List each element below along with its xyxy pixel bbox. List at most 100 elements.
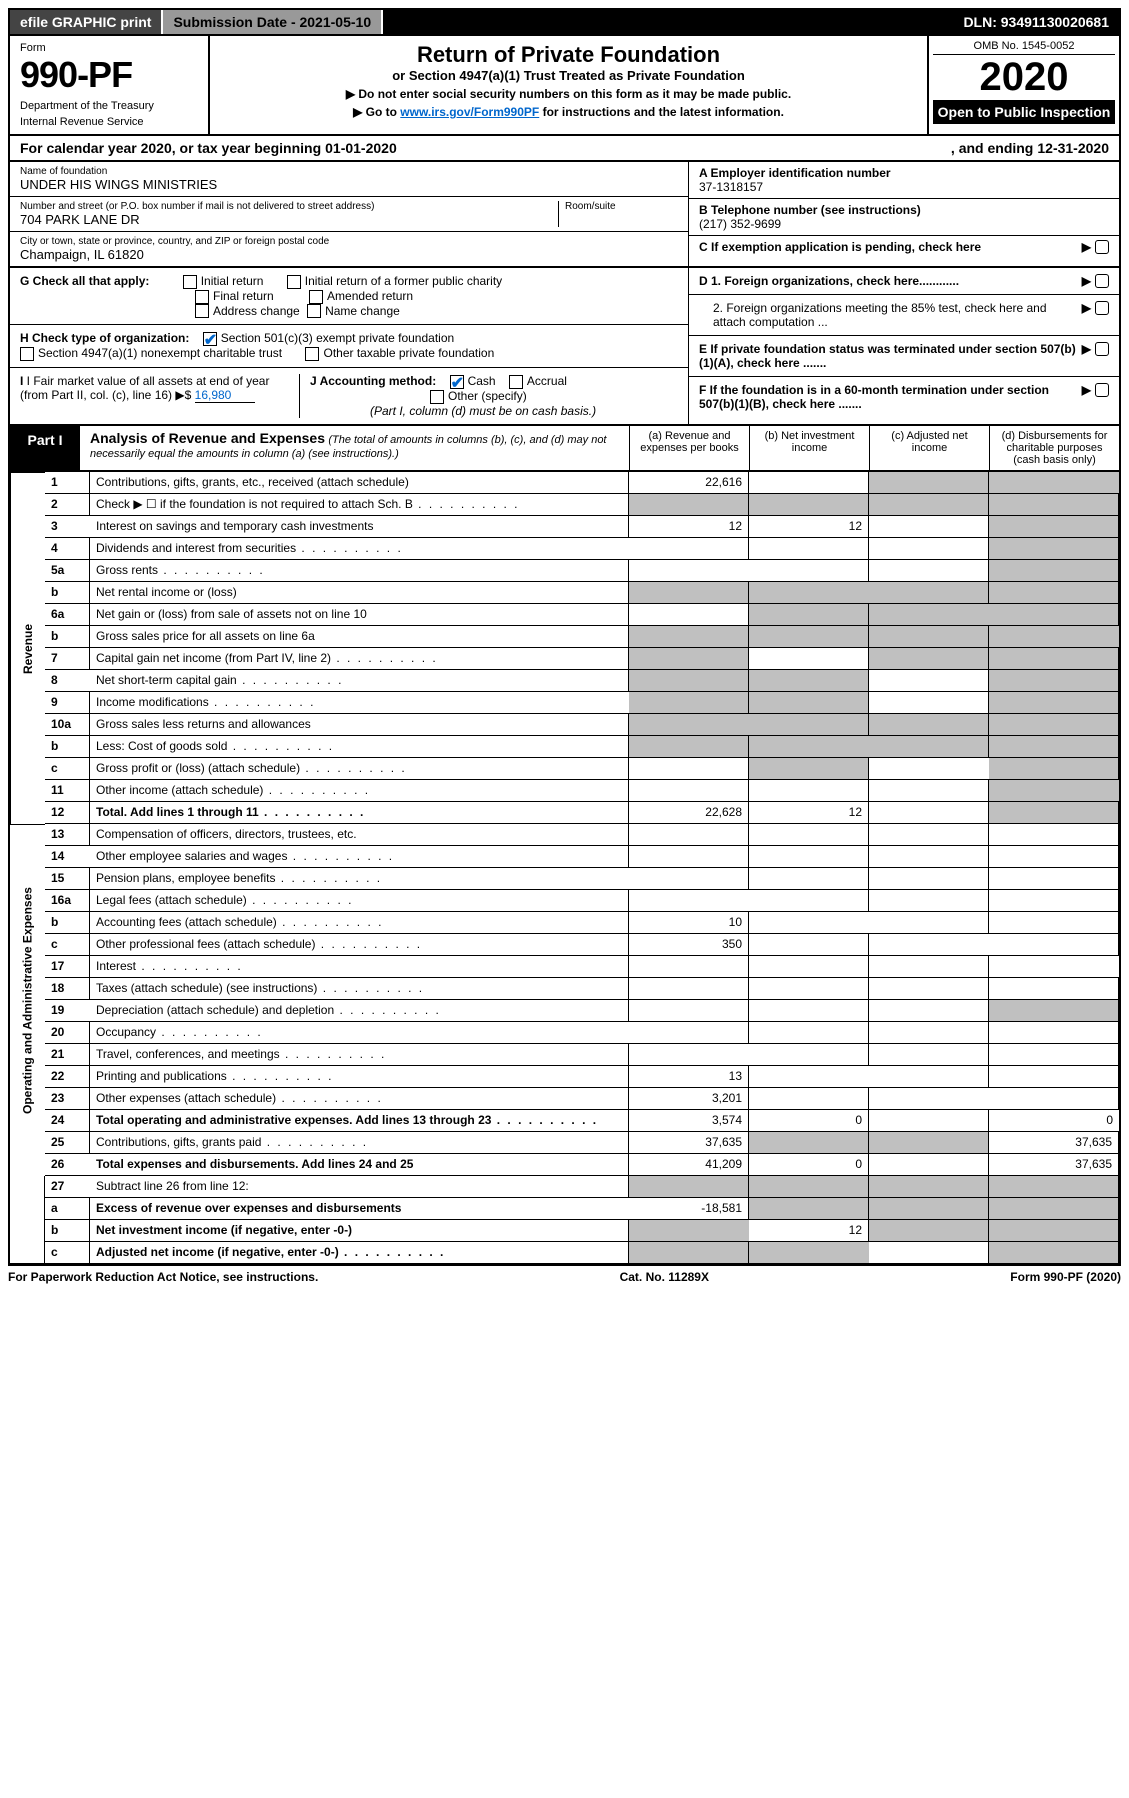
efile-label[interactable]: efile GRAPHIC print bbox=[10, 10, 163, 34]
f-checkbox[interactable] bbox=[1095, 383, 1109, 397]
col-d-val bbox=[989, 1000, 1119, 1022]
name-label: Name of foundation bbox=[20, 166, 678, 177]
col-c-val bbox=[869, 1066, 989, 1088]
col-d-val bbox=[989, 868, 1119, 890]
col-a-val: 3,201 bbox=[629, 1088, 749, 1110]
calyear-end: 12-31-2020 bbox=[1037, 140, 1109, 156]
col-a-val bbox=[629, 494, 749, 516]
d1-checkbox[interactable] bbox=[1095, 274, 1109, 288]
line-desc: Other employee salaries and wages bbox=[90, 846, 629, 868]
line-num: 21 bbox=[45, 1044, 90, 1066]
line-desc: Other professional fees (attach schedule… bbox=[90, 934, 629, 956]
col-b-val bbox=[749, 604, 869, 626]
line-num: c bbox=[45, 1242, 90, 1264]
g-name-checkbox[interactable] bbox=[307, 304, 321, 318]
line-desc: Printing and publications bbox=[90, 1066, 629, 1088]
line-num: 9 bbox=[45, 692, 90, 714]
col-b-val bbox=[749, 978, 869, 1000]
form-id-block: Form 990-PF Department of the Treasury I… bbox=[10, 36, 210, 134]
i-j-row: I I Fair market value of all assets at e… bbox=[10, 368, 688, 424]
h-opt2: Section 4947(a)(1) nonexempt charitable … bbox=[38, 346, 282, 360]
col-b-val bbox=[749, 692, 869, 714]
col-c-val bbox=[869, 1176, 989, 1198]
c-checkbox[interactable] bbox=[1095, 240, 1109, 254]
j-cash-checkbox[interactable] bbox=[450, 375, 464, 389]
addr-value: 704 PARK LANE DR bbox=[20, 212, 558, 227]
h-501c3-checkbox[interactable] bbox=[203, 332, 217, 346]
g-opt-1: Final return bbox=[213, 289, 274, 303]
col-d-val bbox=[989, 934, 1119, 956]
h-4947-checkbox[interactable] bbox=[20, 347, 34, 361]
g-amended-checkbox[interactable] bbox=[309, 290, 323, 304]
g-address-checkbox[interactable] bbox=[195, 304, 209, 318]
line-desc: Dividends and interest from securities bbox=[90, 538, 629, 560]
gh-right: D 1. Foreign organizations, check here..… bbox=[689, 268, 1119, 424]
col-a-val: 3,574 bbox=[629, 1110, 749, 1132]
col-a-val bbox=[629, 780, 749, 802]
col-d-val bbox=[989, 824, 1119, 846]
line-desc: Subtract line 26 from line 12: bbox=[90, 1176, 629, 1198]
col-a-val bbox=[629, 1242, 749, 1264]
check-section: G Check all that apply: Initial return I… bbox=[8, 268, 1121, 426]
line-desc: Excess of revenue over expenses and disb… bbox=[90, 1198, 629, 1220]
col-c-val bbox=[869, 1220, 989, 1242]
col-a-val: 22,616 bbox=[629, 472, 749, 494]
g-final-checkbox[interactable] bbox=[195, 290, 209, 304]
col-c-val bbox=[869, 1000, 989, 1022]
line-desc: Occupancy bbox=[90, 1022, 629, 1044]
line-desc: Total operating and administrative expen… bbox=[90, 1110, 629, 1132]
col-a-val bbox=[629, 692, 749, 714]
line-num: b bbox=[45, 582, 90, 604]
col-c-val bbox=[869, 780, 989, 802]
col-b-val bbox=[749, 1088, 869, 1110]
identity-block: Name of foundation UNDER HIS WINGS MINIS… bbox=[8, 162, 1121, 268]
line-num: 19 bbox=[45, 1000, 90, 1022]
d2-checkbox[interactable] bbox=[1095, 301, 1109, 315]
c-label: C If exemption application is pending, c… bbox=[699, 240, 1082, 254]
col-d-val bbox=[989, 1176, 1119, 1198]
col-b-val bbox=[749, 956, 869, 978]
form990pf-link[interactable]: www.irs.gov/Form990PF bbox=[400, 105, 539, 119]
col-d-val bbox=[989, 1088, 1119, 1110]
g-former-checkbox[interactable] bbox=[287, 275, 301, 289]
g-initial-checkbox[interactable] bbox=[183, 275, 197, 289]
col-a-val: 350 bbox=[629, 934, 749, 956]
line-desc: Income modifications bbox=[90, 692, 629, 714]
col-a-val bbox=[629, 1176, 749, 1198]
col-c-val bbox=[869, 802, 989, 824]
arrow-icon: ▶ bbox=[1082, 240, 1091, 254]
line-desc: Contributions, gifts, grants paid bbox=[90, 1132, 629, 1154]
col-a-val bbox=[629, 1000, 749, 1022]
h-other-checkbox[interactable] bbox=[305, 347, 319, 361]
line-num: 3 bbox=[45, 516, 90, 538]
j-other-checkbox[interactable] bbox=[430, 390, 444, 404]
col-a-val bbox=[629, 648, 749, 670]
part1-tab: Part I bbox=[10, 426, 80, 470]
line-num: 1 bbox=[45, 472, 90, 494]
form-title: Return of Private Foundation bbox=[220, 42, 917, 68]
col-c-val bbox=[869, 758, 989, 780]
line-desc: Pension plans, employee benefits bbox=[90, 868, 629, 890]
line-desc: Interest on savings and temporary cash i… bbox=[90, 516, 629, 538]
e-checkbox[interactable] bbox=[1095, 342, 1109, 356]
col-b-val bbox=[749, 890, 869, 912]
col-b-val bbox=[749, 934, 869, 956]
e-cell: E If private foundation status was termi… bbox=[689, 336, 1119, 377]
col-c-val bbox=[869, 868, 989, 890]
calyear-pre: For calendar year 2020, or tax year begi… bbox=[20, 140, 321, 156]
calyear-begin: 01-01-2020 bbox=[325, 140, 397, 156]
line-desc: Legal fees (attach schedule) bbox=[90, 890, 629, 912]
col-b-val bbox=[749, 1066, 869, 1088]
line-num: 27 bbox=[45, 1176, 90, 1198]
line-num: c bbox=[45, 758, 90, 780]
col-a-val bbox=[629, 956, 749, 978]
col-b-val bbox=[749, 1044, 869, 1066]
col-c-val bbox=[869, 648, 989, 670]
col-b-val bbox=[749, 846, 869, 868]
identity-right: A Employer identification number 37-1318… bbox=[689, 162, 1119, 266]
col-b-val bbox=[749, 582, 869, 604]
line-desc: Other income (attach schedule) bbox=[90, 780, 629, 802]
line-desc: Interest bbox=[90, 956, 629, 978]
col-c-val bbox=[869, 714, 989, 736]
j-accrual-checkbox[interactable] bbox=[509, 375, 523, 389]
